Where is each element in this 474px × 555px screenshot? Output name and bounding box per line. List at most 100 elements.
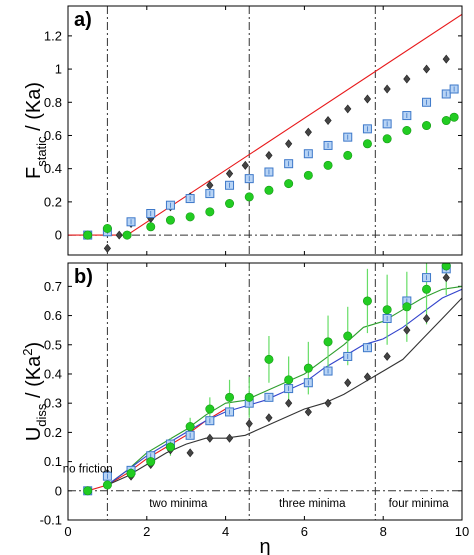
circle-marker bbox=[122, 230, 132, 240]
diamond-marker bbox=[442, 273, 450, 283]
panel-label: b) bbox=[74, 266, 93, 288]
y-label-units: / (Ka bbox=[23, 355, 45, 404]
y-tick-label: 0.8 bbox=[44, 95, 62, 110]
y-label-subscript: diss bbox=[34, 403, 49, 427]
y-label-units: / (Ka) bbox=[23, 82, 45, 136]
circle-marker bbox=[382, 134, 392, 144]
circle-marker bbox=[146, 222, 156, 232]
diamond-marker bbox=[403, 325, 411, 335]
y-tick-label: 1 bbox=[55, 62, 62, 77]
circle-marker bbox=[323, 160, 333, 170]
y-tick-label: 0.5 bbox=[44, 337, 62, 352]
diamond-marker bbox=[304, 407, 312, 417]
region-label-two-minima: two minima bbox=[149, 498, 208, 510]
y-label-main: F bbox=[23, 167, 45, 179]
circle-marker bbox=[402, 126, 412, 136]
diamond-marker bbox=[403, 74, 411, 84]
circle-marker bbox=[264, 354, 274, 364]
y-label-superscript: 2 bbox=[20, 349, 35, 356]
diamond-marker bbox=[245, 419, 253, 429]
x-axis-label: η bbox=[259, 536, 270, 555]
y-tick-label: 1.2 bbox=[44, 28, 62, 43]
circle-marker bbox=[225, 392, 235, 402]
diamond-marker bbox=[344, 104, 352, 114]
diamond-marker bbox=[115, 230, 123, 240]
region-label-three-minima: three minima bbox=[279, 498, 346, 510]
circle-marker bbox=[244, 392, 254, 402]
x-tick-label: 0 bbox=[64, 524, 71, 539]
y-label-close: ) bbox=[23, 342, 45, 349]
y-tick-label: 0.3 bbox=[44, 396, 62, 411]
diamond-marker bbox=[422, 64, 431, 74]
diamond-marker bbox=[103, 243, 111, 253]
circle-marker bbox=[303, 170, 313, 180]
diamond-marker bbox=[442, 54, 450, 64]
circle-marker bbox=[441, 263, 451, 271]
circle-marker bbox=[102, 223, 112, 233]
circle-marker bbox=[264, 185, 274, 195]
circle-marker bbox=[83, 230, 93, 240]
diamond-marker bbox=[225, 169, 234, 179]
region-label-four-minima: four minima bbox=[389, 498, 450, 510]
y-tick-label: 0.2 bbox=[44, 425, 62, 440]
circle-marker bbox=[402, 302, 412, 312]
x-tick-label: 2 bbox=[143, 524, 150, 539]
y-tick-label: -0.1 bbox=[40, 513, 62, 528]
panel-label: a) bbox=[74, 9, 92, 31]
region-label-no-friction: no friction bbox=[63, 464, 113, 476]
circle-marker bbox=[422, 121, 432, 131]
circle-marker bbox=[362, 139, 372, 149]
circle-marker bbox=[303, 363, 313, 373]
axes-frame bbox=[67, 262, 463, 521]
circle-marker bbox=[146, 457, 156, 467]
axes-frame bbox=[67, 5, 463, 256]
diamond-marker bbox=[383, 351, 391, 361]
circle-marker bbox=[323, 337, 333, 347]
x-tick-label: 10 bbox=[455, 524, 469, 539]
circle-marker bbox=[205, 207, 215, 217]
x-tick-label: 8 bbox=[380, 524, 387, 539]
x-tick-label: 4 bbox=[222, 524, 229, 539]
y-label-subscript: static bbox=[34, 136, 49, 167]
circle-marker bbox=[382, 305, 392, 315]
circle-marker bbox=[205, 404, 215, 414]
y-tick-label: 0.6 bbox=[44, 308, 62, 323]
diamond-marker bbox=[422, 314, 431, 323]
circle-marker bbox=[422, 284, 432, 294]
diamond-marker bbox=[285, 139, 293, 149]
y-axis-label: Udiss / (Ka2) bbox=[20, 342, 49, 441]
panel-a-static-friction: 0 0.2 0.4 0.6 0.8 1 1.2 a) Fstatic / (Ka) bbox=[23, 5, 463, 256]
diamond-marker bbox=[324, 116, 332, 126]
panel-b-dissipated-energy: -0.100.10.20.30.40.50.60.70 2 4 6 8 10b)Udiss… bbox=[20, 262, 469, 555]
y-tick-label: 0 bbox=[55, 483, 62, 498]
diamond-marker bbox=[324, 398, 332, 408]
y-tick-label: 0.7 bbox=[44, 279, 62, 294]
circle-marker bbox=[244, 192, 254, 202]
y-tick-label: 0.4 bbox=[44, 366, 62, 381]
y-label-main: U bbox=[23, 427, 45, 441]
circle-marker bbox=[185, 422, 195, 432]
series-line bbox=[68, 13, 462, 236]
y-tick-label: 0.2 bbox=[44, 194, 62, 209]
y-tick-label: 0.6 bbox=[44, 128, 62, 143]
diamond-marker bbox=[285, 398, 293, 408]
circle-marker bbox=[449, 112, 459, 122]
y-tick-label: 0.1 bbox=[44, 454, 62, 469]
y-axis-label: Fstatic / (Ka) bbox=[23, 82, 49, 179]
circle-marker bbox=[185, 212, 195, 222]
diamond-marker bbox=[363, 372, 372, 382]
diamond-marker bbox=[383, 84, 391, 94]
diamond-marker bbox=[344, 378, 352, 388]
circle-marker bbox=[102, 480, 112, 490]
diamond-marker bbox=[225, 433, 234, 443]
plot-area bbox=[68, 6, 462, 255]
circle-marker bbox=[284, 375, 294, 385]
circle-marker bbox=[225, 199, 235, 209]
circle-marker bbox=[362, 296, 372, 306]
circle-marker bbox=[126, 468, 136, 478]
diamond-marker bbox=[241, 160, 249, 170]
diamond-marker bbox=[206, 433, 214, 443]
x-tick-label: 6 bbox=[301, 524, 308, 539]
circle-marker bbox=[441, 116, 451, 126]
